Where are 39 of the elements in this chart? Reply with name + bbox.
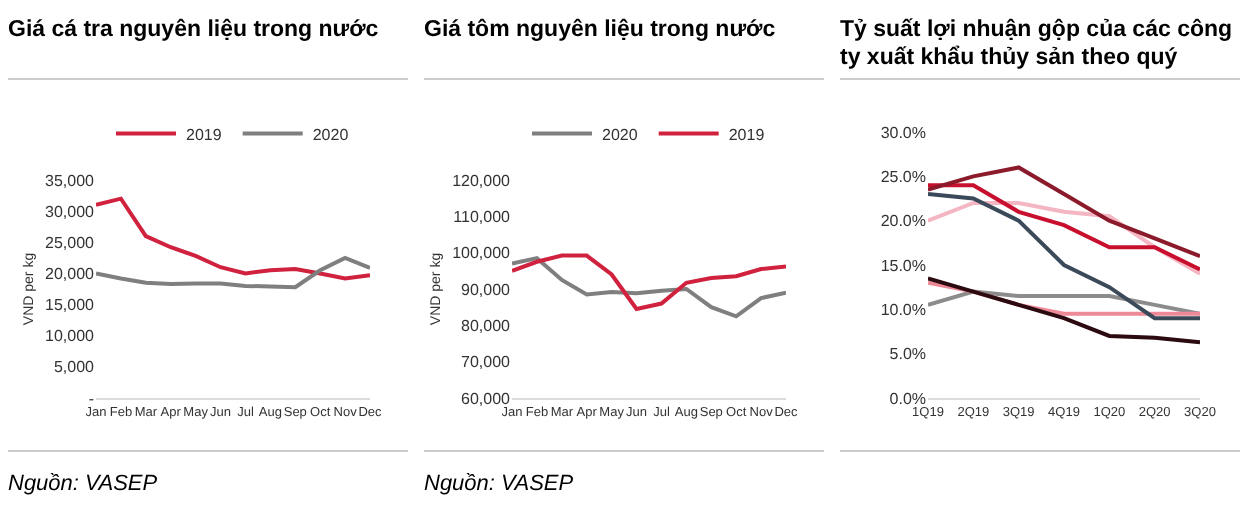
- y-tick-label: 20,000: [45, 265, 96, 284]
- y-tick-label: 25.0%: [880, 167, 926, 186]
- y-tick-label: 10,000: [45, 327, 96, 346]
- y-tick-label: 60,000: [461, 389, 512, 408]
- y-tick-label: 120,000: [452, 171, 512, 190]
- y-tick-label: 5,000: [53, 358, 96, 377]
- line-series: [96, 196, 370, 281]
- legend-label: 2019: [186, 125, 223, 144]
- y-tick-label: 5.0%: [889, 345, 926, 364]
- line-series: [928, 192, 1200, 321]
- y-tick-label: -: [88, 389, 95, 408]
- line-series: [928, 276, 1200, 345]
- text: Nguồn: VASEP: [424, 450, 824, 524]
- y-tick-label: 90,000: [461, 280, 512, 299]
- legend-label: 2020: [602, 125, 639, 144]
- line-series: [928, 289, 1200, 316]
- text: Nguồn: VASEP: [8, 450, 408, 524]
- y-tick-label: 35,000: [45, 171, 96, 190]
- y-tick-label: 10.0%: [880, 300, 926, 319]
- y-tick-label: 100,000: [452, 244, 512, 263]
- y-tick-label: 15.0%: [880, 256, 926, 275]
- line-series: [928, 200, 1200, 276]
- y-tick-label: 0.0%: [889, 389, 926, 408]
- y-tick-label: 30,000: [45, 202, 96, 221]
- chart-title: Giá tôm nguyên liệu trong nước: [424, 0, 824, 80]
- chart-title: Tỷ suất lợi nhuận gộp của các công ty xuất khẩu thủy sản theo quý: [840, 0, 1240, 80]
- y-tick-label: 70,000: [461, 353, 512, 372]
- y-tick-label: 30.0%: [880, 123, 926, 142]
- chart-title: Giá cá tra nguyên liệu trong nước: [8, 0, 408, 80]
- line-series: [928, 165, 1200, 259]
- y-tick-label: 20.0%: [880, 212, 926, 231]
- y-tick-label: 80,000: [461, 316, 512, 335]
- y-tick-label: 15,000: [45, 296, 96, 315]
- line-series: [96, 255, 370, 290]
- legend-label: 2020: [312, 125, 350, 144]
- y-tick-label: 25,000: [45, 233, 96, 252]
- y-tick-label: 110,000: [453, 207, 512, 226]
- line-series: [928, 183, 1200, 272]
- legend-label: 2019: [728, 125, 766, 144]
